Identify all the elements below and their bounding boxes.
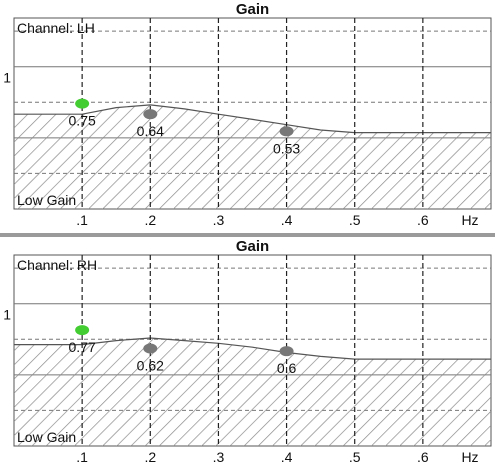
data-point-label: 0.75 [69, 113, 96, 129]
data-point-label: 0.62 [137, 358, 164, 374]
low-gain-region [14, 104, 491, 209]
data-point [143, 343, 158, 354]
channel-label: Channel: RH [17, 257, 97, 273]
x-tick-label: .5 [349, 449, 361, 465]
data-point [279, 346, 294, 357]
x-tick-label: .1 [76, 449, 88, 465]
chart-title: Gain [236, 1, 269, 18]
region-label: Low Gain [17, 429, 76, 445]
x-unit-label: Hz [461, 212, 478, 228]
x-tick-label: .2 [144, 449, 156, 465]
x-tick-label: .3 [213, 212, 225, 228]
gain-chart-rh: Gain 1 .1 .2 .3 .4 .5 .6 Hz Channel: RH Low Gain 0.… [3, 238, 492, 465]
gain-panel-lh: Gain 1 .1 .2 .3 .4 .5 .6 Hz Channel: LH Low Gain 0.… [0, 0, 495, 233]
data-point-label: 0.64 [137, 123, 164, 139]
region-label: Low Gain [17, 192, 76, 208]
data-point-label: 0.6 [277, 360, 297, 376]
chart-title: Gain [236, 238, 269, 255]
gain-curve [14, 337, 491, 360]
low-gain-region [14, 338, 491, 446]
x-tick-label: .4 [281, 449, 293, 465]
data-point-label: 0.53 [273, 140, 300, 156]
gain-panel-rh: Gain 1 .1 .2 .3 .4 .5 .6 Hz Channel: RH Low Gain 0.… [0, 237, 495, 470]
panel-divider [0, 233, 495, 237]
x-tick-label: .1 [76, 212, 88, 228]
data-point [143, 109, 158, 120]
x-tick-label: .6 [417, 212, 429, 228]
gain-curve [14, 104, 491, 134]
y-tick-label: 1 [3, 306, 11, 322]
data-point [279, 126, 294, 137]
data-point [75, 98, 90, 109]
gain-chart-lh: Gain 1 .1 .2 .3 .4 .5 .6 Hz Channel: LH Low Gain 0.… [3, 1, 492, 228]
x-tick-label: .5 [349, 212, 361, 228]
x-unit-label: Hz [461, 449, 478, 465]
x-tick-label: .4 [281, 212, 293, 228]
x-tick-label: .6 [417, 449, 429, 465]
y-tick-label: 1 [3, 69, 11, 85]
data-point [75, 325, 90, 336]
data-point-label: 0.77 [69, 339, 96, 355]
x-tick-label: .3 [213, 449, 225, 465]
channel-label: Channel: LH [17, 20, 95, 36]
x-tick-label: .2 [144, 212, 156, 228]
